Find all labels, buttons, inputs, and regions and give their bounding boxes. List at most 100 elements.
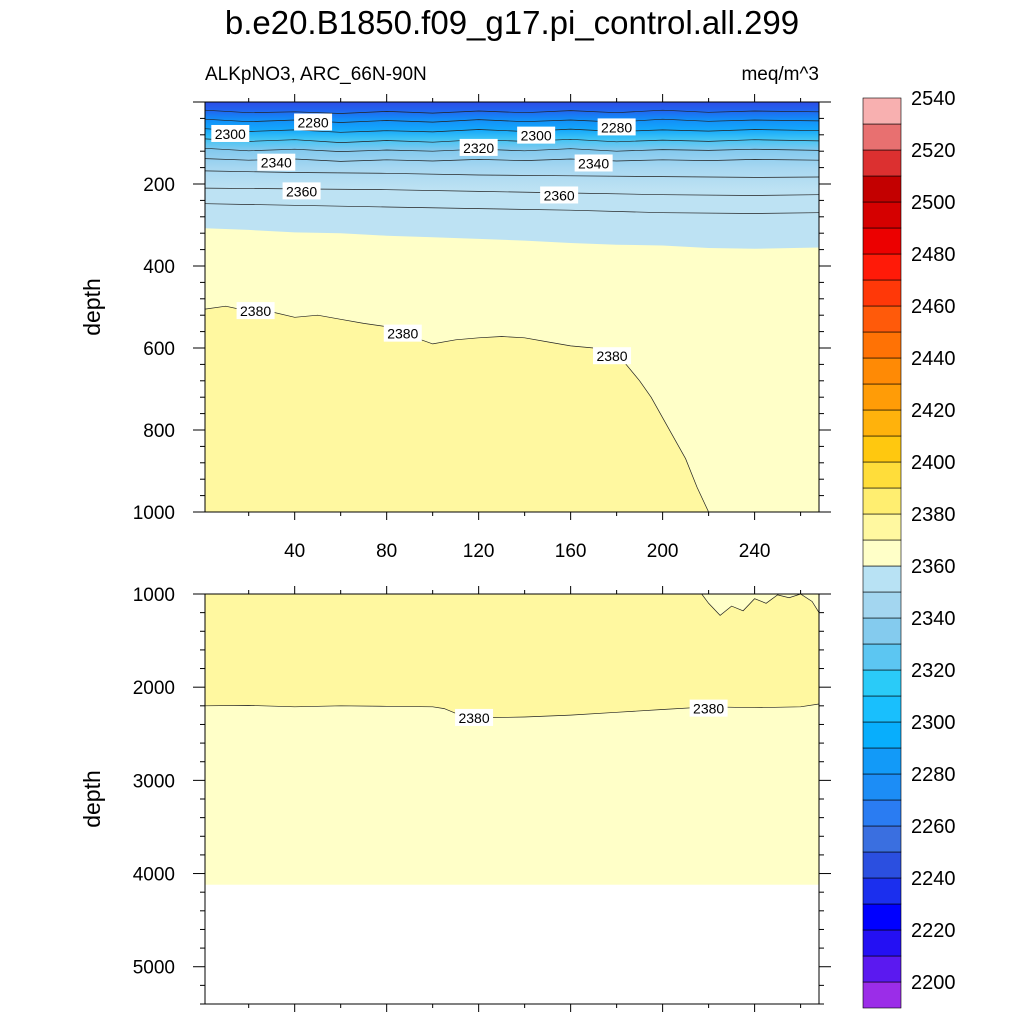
contour-label: 2380 [383,324,422,342]
x-tick-label: 200 [647,541,679,562]
contour-label-bg [455,708,494,726]
colorbar-cell [862,669,902,697]
contour-label-bg [459,138,498,156]
y-tick-label: 400 [143,257,175,278]
colorbar-label: 2300 [911,712,956,734]
colorbar-label: 2220 [911,920,956,942]
contour-label-text: 2300 [215,126,246,142]
contour-line-2280 [205,109,819,114]
contour-label: 2380 [593,347,632,365]
y-tick-label: 600 [143,339,175,360]
colorbar-label: 2500 [911,192,956,214]
y-tick-label: 1000 [133,585,175,606]
contour-label-text: 2340 [578,156,609,172]
colorbar-cell [862,331,902,359]
x-tick-label: 240 [739,541,771,562]
colorbar-cell [862,149,902,177]
colorbar-cell [862,279,902,307]
colorbar-cell [862,981,902,1009]
contour-label: 2280 [597,118,636,136]
contour-label-text: 2380 [693,701,724,717]
colorbar-label: 2460 [911,296,956,318]
contour-label: 2300 [211,124,250,142]
colorbar-cell [862,773,902,801]
contour-line-2380 [701,594,819,616]
colorbar-cell [862,513,902,541]
upper-frame [204,101,820,513]
colorbar-cell [862,643,902,671]
fill-2380-2390-upper [701,594,819,616]
fill-2390-2400 [205,594,819,718]
contour-label-text: 2280 [298,115,329,131]
contour-label-bg [517,126,556,144]
contour-label-text: 2380 [240,303,271,319]
colorbar-label: 2260 [911,816,956,838]
contour-label-bg [383,324,422,342]
x-tick-label: 40 [284,541,305,562]
contour-label-text: 2280 [601,119,632,135]
subtitle-right: meq/m^3 [741,64,819,85]
contour-label-bg [593,347,632,365]
x-tick-label: 120 [463,541,495,562]
colorbar: 2200 2220 2240 2260 2280 2300 2320 2340 2360 2380… [862,88,956,1009]
colorbar-label: 2440 [911,348,956,370]
contour-line-2380 [205,305,709,512]
colorbar-cell [862,487,902,515]
contour-label-text: 2380 [458,710,489,726]
contour-label: 2280 [294,113,333,131]
contour-label: 2380 [689,699,728,717]
colorbar-cell [862,825,902,853]
y-tick-label: 4000 [133,865,175,886]
colorbar-label: 2400 [911,452,956,474]
colorbar-cell [862,695,902,723]
colorbar-cell [862,877,902,905]
colorbar-cell [862,747,902,775]
colorbar-cell [862,461,902,489]
contour-line-2330 [205,158,819,162]
chart-title: b.e20.B1850.f09_g17.pi_control.all.299 [225,4,799,41]
x-tick-label: 80 [376,541,397,562]
y-tick-label: 800 [143,421,175,442]
contour-label-text: 2380 [387,326,418,342]
contour-label-bg [211,124,250,142]
colorbar-label: 2540 [911,88,956,110]
colorbar-cell [862,929,902,957]
colorbar-cell [862,955,902,983]
upper-y-axis-label: depth [79,278,105,336]
contour-line-2340 [205,170,819,178]
contour-label: 2340 [574,154,613,172]
colorbar-cell [862,539,902,567]
contour-label: 2360 [282,182,321,200]
contour-label: 2380 [455,708,494,726]
contour-label-bg [574,154,613,172]
colorbar-cell [862,591,902,619]
contour-label-bg [540,186,579,204]
colorbar-cell [862,565,902,593]
colorbar-cell [862,305,902,333]
colorbar-cell [862,435,902,463]
y-tick-label: 200 [143,175,175,196]
contour-label-bg [597,118,636,136]
colorbar-cell [862,227,902,255]
colorbar-label: 2240 [911,868,956,890]
y-tick-label: 1000 [133,503,175,524]
contour-label-bg [689,699,728,717]
contour-line-2310 [205,138,819,143]
contour-label-bg [282,182,321,200]
contour-label: 2340 [257,153,296,171]
lower-y-axis-label: depth [79,770,105,828]
contour-line-2320 [205,147,819,152]
y-tick-label: 3000 [133,771,175,792]
contour-label-text: 2340 [261,155,292,171]
contour-label-bg [236,302,275,320]
colorbar-label: 2340 [911,608,956,630]
colorbar-cell [862,383,902,411]
colorbar-label: 2480 [911,244,956,266]
colorbar-cell [862,851,902,879]
colorbar-cell [862,357,902,385]
colorbar-cell [862,903,902,931]
contour-label: 2380 [236,302,275,320]
colorbar-cell [862,721,902,749]
colorbar-cell [862,617,902,645]
